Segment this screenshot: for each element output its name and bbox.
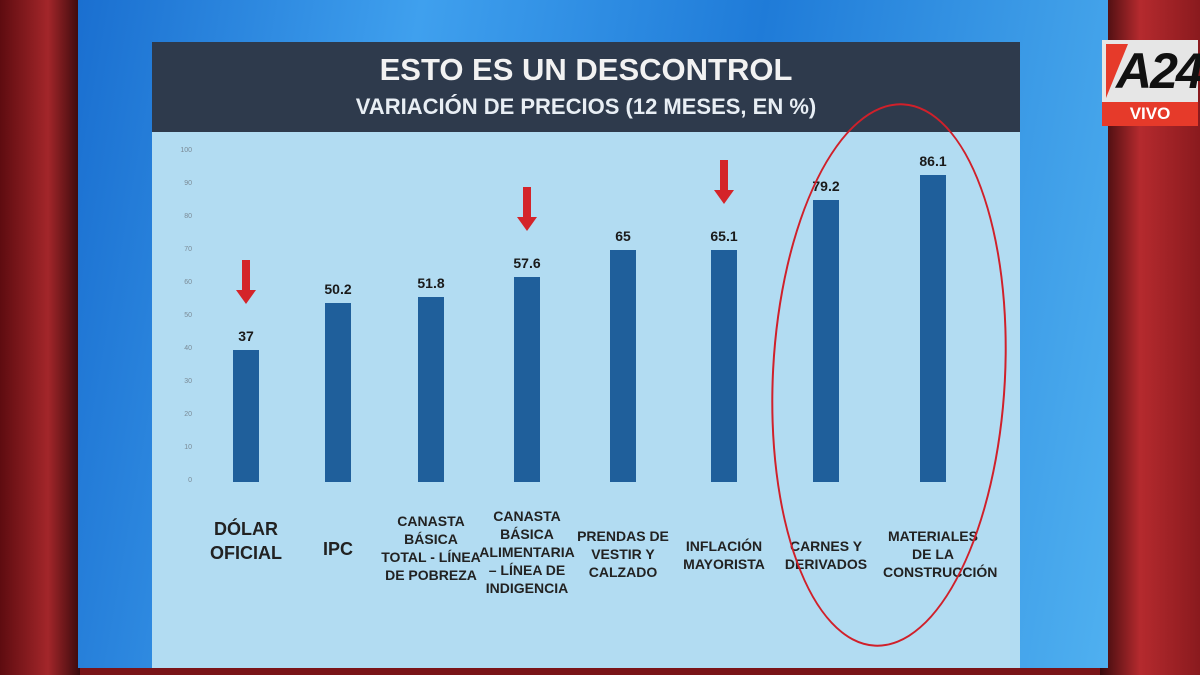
y-tick-label: 70 bbox=[184, 246, 192, 253]
category-label: CARNES Y DERIVADOS bbox=[784, 538, 868, 572]
bar bbox=[325, 303, 351, 482]
data-label: 57.6 bbox=[513, 254, 541, 271]
category-label: IPC bbox=[322, 539, 353, 559]
bar bbox=[514, 276, 540, 482]
y-tick-label: 90 bbox=[184, 180, 192, 187]
y-tick-label: 80 bbox=[184, 213, 192, 220]
y-tick-label: 10 bbox=[184, 444, 192, 451]
data-label: 51.8 bbox=[417, 275, 445, 292]
category-label: CANASTA BÁSICA ALIMENTARIA – LÍNEA DE IN… bbox=[479, 508, 575, 596]
data-label: 65 bbox=[615, 228, 631, 245]
red-arrow-icon bbox=[517, 186, 537, 231]
y-tick-label: 40 bbox=[184, 345, 192, 352]
category-label: INFLACIÓN MAYORISTA bbox=[683, 538, 765, 572]
data-label: 65.1 bbox=[710, 227, 738, 244]
y-tick-label: 0 bbox=[188, 477, 192, 484]
y-tick-label: 30 bbox=[184, 378, 192, 385]
y-tick-label: 100 bbox=[180, 147, 192, 154]
category-label: DÓLAR OFICIAL bbox=[210, 519, 282, 563]
a24-logo: A24 VIVO bbox=[1102, 40, 1200, 128]
bar bbox=[813, 199, 839, 482]
y-tick-label: 60 bbox=[184, 279, 192, 286]
bar bbox=[711, 249, 737, 482]
studio-background-left bbox=[0, 0, 80, 675]
bar bbox=[418, 297, 444, 482]
data-label: 79.2 bbox=[812, 177, 840, 194]
data-label: 37 bbox=[238, 328, 254, 345]
bar bbox=[233, 350, 259, 482]
live-badge: VIVO bbox=[1102, 102, 1198, 126]
category-label: PRENDAS DE VESTIR Y CALZADO bbox=[577, 528, 669, 580]
red-arrow-icon bbox=[714, 159, 734, 204]
chart-subtitle: VARIACIÓN DE PRECIOS (12 MESES, EN %) bbox=[355, 94, 817, 119]
bar-chart: 0 10 20 30 40 50 60 70 80 90 100 37 DÓLAR OFICIAL 50.… bbox=[152, 132, 1020, 668]
y-tick-label: 50 bbox=[184, 312, 192, 319]
data-label: 50.2 bbox=[324, 281, 352, 298]
category-label: CANASTA BÁSICA TOTAL - LÍNEA DE POBREZA bbox=[381, 513, 481, 583]
chart-title: ESTO ES UN DESCONTROL bbox=[379, 52, 793, 87]
logo-text: A24 bbox=[1116, 43, 1200, 99]
y-tick-label: 20 bbox=[184, 411, 192, 418]
category-label: MATERIALES DE LA CONSTRUCCIÓN bbox=[883, 528, 998, 580]
bar bbox=[610, 250, 636, 482]
data-label: 86.1 bbox=[919, 153, 947, 170]
bar bbox=[920, 175, 946, 482]
red-arrow-icon bbox=[236, 260, 256, 305]
chart-header: ESTO ES UN DESCONTROL VARIACIÓN DE PRECI… bbox=[152, 42, 1020, 132]
